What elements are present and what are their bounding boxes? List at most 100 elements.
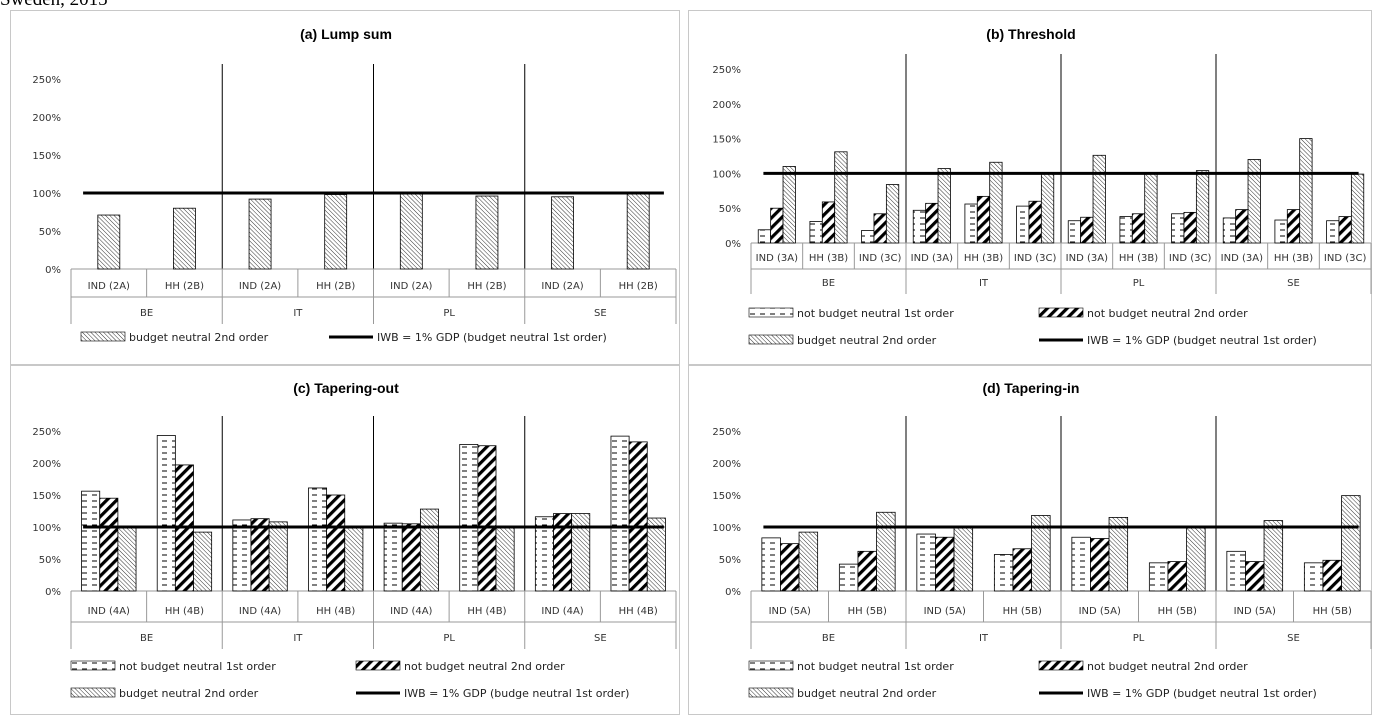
legend-swatch [748,687,794,698]
bar-not-budget-neutral-2nd-order-it-ind-3c [1028,200,1042,244]
bar-not-budget-neutral-1st-order-be-ind-4a [81,490,101,592]
legend-swatch [70,687,116,698]
x-tick-label: HH (3B) [964,253,1003,264]
legend-label: not budget neutral 2nd order [404,660,565,673]
legend-label: not budget neutral 2nd order [1087,307,1248,320]
y-tick-label: 200% [32,113,61,124]
bar-budget-neutral-2nd-order-it-hh-5b [1031,515,1051,592]
x-tick-label: HH (5B) [1003,606,1042,617]
bar-budget-neutral-2nd-order-pl-ind-3a [1092,154,1106,244]
y-tick-label: 100% [712,523,741,534]
legend-swatch [80,331,126,342]
y-tick-label: 150% [32,151,61,162]
chart-title: (c) Tapering-out [293,380,399,396]
chart-panel-tapering-in: (d) Tapering-in 0% 50% 100% 150% 200% 250% IND … [688,365,1372,715]
y-tick-label: 50% [39,555,61,566]
x-tick-label: IND (4A) [390,606,432,617]
bar-not-budget-neutral-1st-order-it-hh-4b [308,487,328,592]
bar-not-budget-neutral-1st-order-pl-ind-5a [1071,536,1091,592]
x-tick-label: IND (3C) [1014,253,1057,264]
bar-not-budget-neutral-2nd-order-be-ind-3c [873,213,887,244]
legend-swatch [1038,307,1084,318]
x-tick-label: IND (4A) [88,606,130,617]
legend-swatch [748,307,794,318]
x-tick-label: IND (2A) [541,281,583,292]
x-tick-label: HH (5B) [1158,606,1197,617]
legend-label: not budget neutral 1st order [797,307,954,320]
bar-not-budget-neutral-2nd-order-se-ind-3a [1235,209,1249,244]
bar-not-budget-neutral-2nd-order-it-hh-4b [326,494,346,592]
bar-budget-neutral-2nd-order-it-ind-3a [937,168,951,244]
bar-not-budget-neutral-2nd-order-be-ind-5a [780,543,800,592]
bar-not-budget-neutral-1st-order-pl-hh-3b [1119,216,1133,244]
bar-not-budget-neutral-2nd-order-be-hh-5b [857,550,877,592]
x-tick-label: IND (3A) [756,253,798,264]
x-tick-label: IND (3A) [1221,253,1263,264]
x-tick-label: IND (5A) [769,606,811,617]
bar-not-budget-neutral-1st-order-pl-hh-5b [1148,562,1169,592]
bar-not-budget-neutral-2nd-order-it-hh-3b [976,195,991,244]
legend-label: IWB = 1% GDP (budget neutral 1st order) [1087,334,1317,347]
legend-label: IWB = 1% GDP (budget neutral 1st order) [1087,687,1317,700]
y-tick-label: 50% [39,227,61,238]
chart-threshold-svg: (b) Threshold 0% 50% 100% 150% 200% 250% IND (3… [712,26,1372,347]
chart-lump-sum-svg: (a) Lump sum 0% 50% 100% 150% 200% 250% IND (2A… [32,26,677,344]
group-label: SE [594,633,607,644]
chart-title: (a) Lump sum [300,26,392,42]
bar-budget-neutral-2nd-order-se-ind-2a [551,196,574,270]
bar-budget-neutral-2nd-order-se-hh-3b [1299,138,1313,244]
chart-title: (b) Threshold [986,26,1075,42]
group-label: BE [140,308,153,319]
x-tick-label: IND (5A) [924,606,966,617]
legend-label: budget neutral 2nd order [797,334,937,347]
bar-not-budget-neutral-2nd-order-pl-hh-5b [1167,561,1187,592]
chart-title: (d) Tapering-in [983,380,1080,396]
bar-budget-neutral-2nd-order-se-ind-3c [1350,173,1365,244]
legend-label: not budget neutral 1st order [119,660,276,673]
y-tick-label: 200% [712,100,741,111]
bar-not-budget-neutral-2nd-order-be-ind-4a [99,497,119,592]
y-tick-label: 150% [712,491,741,502]
bar-budget-neutral-2nd-order-it-hh-2b [324,194,348,270]
x-tick-label: IND (4A) [239,606,281,617]
x-tick-label: HH (3B) [1119,253,1158,264]
legend-swatch [355,660,401,671]
bar-not-budget-neutral-2nd-order-it-ind-4a [250,518,270,592]
bar-budget-neutral-2nd-order-se-ind-3a [1247,159,1261,244]
bar-budget-neutral-2nd-order-pl-ind-4a [419,508,439,592]
bar-budget-neutral-2nd-order-it-ind-4a [268,521,288,592]
bar-budget-neutral-2nd-order-se-hh-2b [626,193,650,270]
bar-not-budget-neutral-2nd-order-se-ind-5a [1245,561,1265,592]
bar-not-budget-neutral-1st-order-se-hh-4b [610,435,630,592]
y-tick-label: 200% [712,459,741,470]
bar-budget-neutral-2nd-order-it-hh-4b [344,526,364,592]
group-label: PL [1133,633,1145,644]
chart-panel-threshold: (b) Threshold 0% 50% 100% 150% 200% 250% IND (3… [688,10,1372,365]
bar-budget-neutral-2nd-order-pl-hh-3b [1144,172,1158,244]
x-tick-label: IND (2A) [88,281,130,292]
bar-budget-neutral-2nd-order-be-hh-2b [173,207,196,270]
group-label: PL [1133,278,1145,289]
x-tick-label: HH (2B) [165,281,204,292]
x-tick-label: IND (3C) [859,253,902,264]
bar-not-budget-neutral-2nd-order-se-ind-3c [1338,216,1352,244]
legend-swatch [748,660,794,671]
x-tick-label: IND (2A) [239,281,281,292]
x-tick-label: IND (4A) [541,606,583,617]
y-tick-label: 0% [45,587,61,598]
bar-not-budget-neutral-2nd-order-se-hh-4b [628,441,648,592]
bar-budget-neutral-2nd-order-be-ind-4a [117,526,137,592]
bar-not-budget-neutral-1st-order-pl-ind-4a [383,522,403,592]
bar-not-budget-neutral-2nd-order-be-ind-3a [770,207,784,244]
bar-not-budget-neutral-1st-order-be-hh-3b [809,221,823,244]
bar-budget-neutral-2nd-order-it-hh-3b [989,161,1003,244]
legend-label: IWB = 1% GDP (budge neutral 1st order) [404,687,629,700]
x-tick-label: HH (2B) [467,281,506,292]
x-tick-label: IND (3C) [1169,253,1212,264]
y-tick-label: 200% [32,459,61,470]
legend-label: not budget neutral 2nd order [1087,660,1248,673]
group-label: SE [1287,278,1300,289]
bar-budget-neutral-2nd-order-se-hh-4b [646,517,666,592]
y-tick-label: 50% [719,204,741,215]
bar-budget-neutral-2nd-order-be-ind-3c [885,184,900,244]
